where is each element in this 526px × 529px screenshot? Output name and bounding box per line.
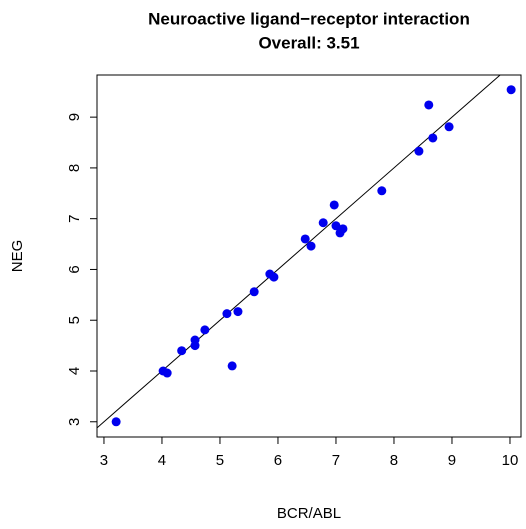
x-tick-label: 9 — [448, 452, 456, 469]
point — [318, 218, 328, 228]
plot-frame — [96, 74, 522, 438]
point — [506, 85, 516, 95]
point — [233, 307, 243, 317]
point — [444, 122, 454, 132]
x-tick-label: 5 — [216, 452, 224, 469]
x-axis-label: BCR/ABL — [277, 505, 341, 522]
point — [300, 234, 310, 244]
y-tick-label: 5 — [66, 316, 83, 324]
point — [269, 272, 279, 282]
y-tick-label: 7 — [66, 215, 83, 223]
y-tick-label: 4 — [66, 367, 83, 375]
point — [338, 224, 348, 234]
point — [306, 241, 316, 251]
y-axis-label: NEG — [9, 240, 26, 273]
point — [428, 133, 438, 143]
x-tick-label: 8 — [390, 452, 398, 469]
x-tick-label: 6 — [274, 452, 282, 469]
point — [200, 325, 210, 335]
x-tick-label: 4 — [158, 452, 166, 469]
point — [222, 309, 232, 319]
point — [424, 100, 434, 110]
chart-subtitle: Overall: 3.51 — [258, 33, 359, 52]
y-tick-label: 9 — [66, 113, 83, 121]
y-tick-label: 6 — [66, 265, 83, 273]
chart-title: Neuroactive ligand−receptor interaction — [148, 9, 470, 28]
point — [177, 346, 187, 356]
y-tick-label: 3 — [66, 418, 83, 426]
point — [190, 335, 200, 345]
point — [329, 200, 339, 210]
x-tick-label: 3 — [100, 452, 108, 469]
point — [249, 287, 259, 297]
point — [331, 221, 341, 231]
point — [414, 146, 424, 156]
y-tick-label: 8 — [66, 164, 83, 172]
point — [227, 361, 237, 371]
point — [111, 417, 121, 427]
x-tick-label: 7 — [332, 452, 340, 469]
x-tick-label: 10 — [502, 452, 519, 469]
point — [162, 368, 172, 378]
point — [377, 186, 387, 196]
